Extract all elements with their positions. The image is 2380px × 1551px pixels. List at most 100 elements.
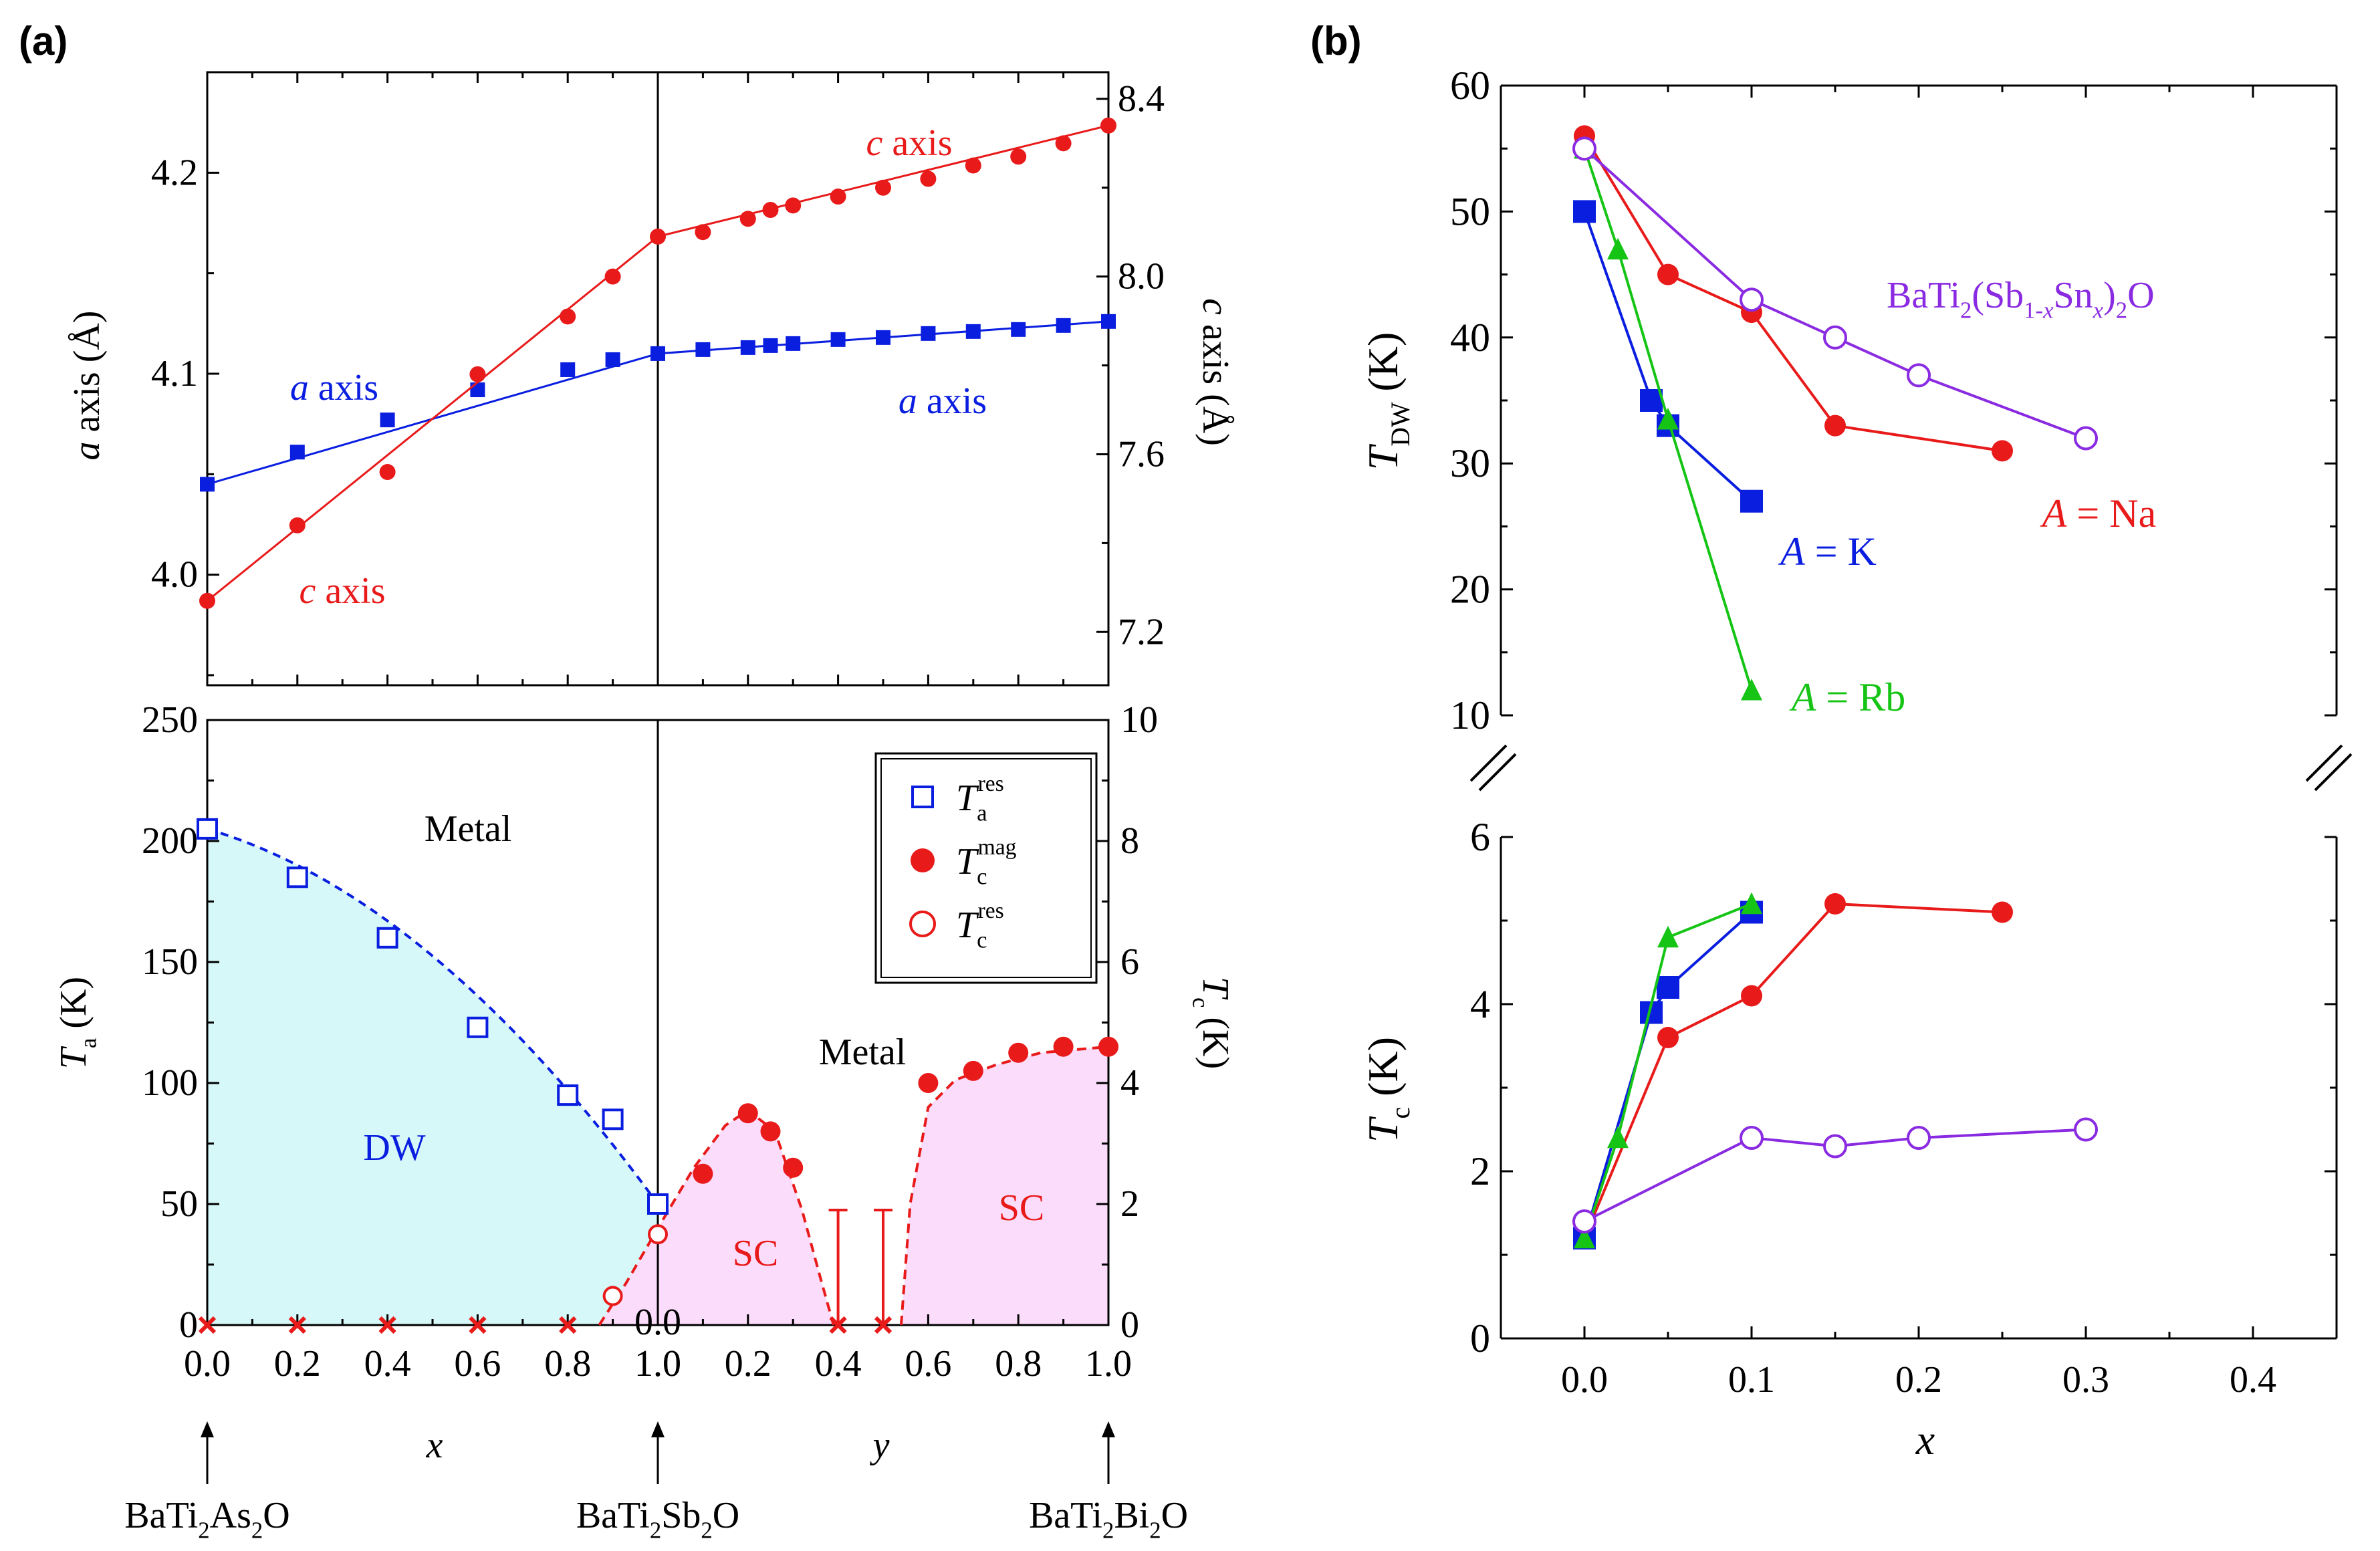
compound-label-part-2: As: [210, 1495, 251, 1536]
tdw-point-filled-circle: [1657, 263, 1679, 285]
tdw-point-filled-circle: [1824, 414, 1846, 437]
legend-label-part-1: c: [977, 864, 987, 890]
tdw-y-tick-label: 50: [1450, 189, 1490, 233]
label-rb-part-1: = Rb: [1816, 675, 1905, 719]
region-sc-right: SC: [999, 1187, 1045, 1229]
x-tick-label-x: 0.0: [184, 1343, 231, 1385]
lattice-left-tick-label: 4.0: [151, 554, 198, 596]
phase-right-axis-label-part-2: (K): [1195, 1007, 1236, 1069]
x-tick-label-x: 0.8: [544, 1343, 591, 1385]
phase-right-axis-label: Tc (K): [1187, 977, 1236, 1069]
lattice-c-point: [785, 197, 802, 214]
compound-label-part-3: 2: [701, 1518, 712, 1544]
legend-label: Tc res: [956, 899, 1004, 953]
phase-left-tick-label: 150: [142, 941, 198, 983]
label-rb: A = Rb: [1789, 675, 1906, 719]
x-tick-label-x: 0.6: [454, 1343, 501, 1385]
label-sn-series-part-8: 2: [2116, 297, 2127, 324]
lattice-right-axis-label: c axis (Å): [1195, 298, 1236, 446]
lattice-c-point: [469, 366, 486, 382]
legend-label: Ta res: [956, 771, 1004, 826]
tc-x-tick-label: 0.2: [1895, 1359, 1942, 1401]
tc-res-point: [602, 1286, 623, 1306]
no-sc-cross: [559, 1316, 577, 1334]
label-sn-series-part-5: Sn: [2054, 275, 2093, 316]
lattice-a-point: [830, 332, 846, 347]
tdw-point-filled-triangle: [1741, 679, 1762, 701]
x-tick-label-y: 0.6: [905, 1343, 951, 1385]
legend-marker: [909, 911, 936, 937]
lattice-a-point: [650, 346, 665, 361]
legend-label-part-0: T: [956, 778, 979, 819]
lattice-c-point: [920, 170, 937, 187]
x-tick-label-y: 0.2: [725, 1343, 771, 1385]
lattice-c-point: [1055, 135, 1072, 152]
tc-y-tick-label: 6: [1470, 815, 1490, 859]
legend-label-part-0: T: [956, 841, 979, 882]
tc-point-filled-triangle: [1657, 925, 1679, 948]
compound-arrow-head: [201, 1421, 214, 1437]
tc-y-axis-label-part-0: T: [1359, 1116, 1407, 1143]
label-c-axis-top: c axis: [866, 122, 952, 164]
label-sn-series-part-0: BaTi: [1887, 275, 1960, 316]
lattice-c-point: [1100, 117, 1116, 134]
ta-res-point: [197, 818, 218, 840]
compound-label-part-4: O: [1161, 1495, 1188, 1536]
lattice-a-point: [876, 330, 890, 345]
label-na-part-0: A: [2040, 491, 2067, 535]
lattice-a-point: [560, 362, 576, 377]
panel-label-a: (a): [19, 19, 68, 64]
phase-right-axis-label-part-1: c: [1187, 997, 1213, 1007]
lattice-c-fit-0: [207, 235, 659, 602]
ta-res-point: [467, 1016, 489, 1038]
tc-mag-point: [783, 1157, 804, 1178]
lattice-right-tick-label: 8.4: [1118, 78, 1165, 120]
tc-mag-point: [963, 1060, 983, 1081]
tdw-point-open-circle: [2074, 426, 2098, 451]
lattice-a-point: [1011, 322, 1026, 337]
lattice-left-axis-label-part-0: a: [66, 441, 108, 460]
tc-x-tick-label: 0.0: [1561, 1359, 1608, 1401]
tc-series-line-2: [1583, 903, 1752, 1239]
tc-point-open-circle: [1740, 1126, 1764, 1150]
lattice-right-tick-label: 8.0: [1118, 256, 1165, 297]
compound-label-part-3: 2: [1149, 1518, 1161, 1544]
no-sc-cross: [829, 1316, 847, 1334]
lattice-a-point: [289, 445, 305, 460]
label-a-axis-left-part-0: a: [290, 367, 309, 408]
lattice-c-point: [379, 464, 396, 481]
label-k: A = K: [1778, 529, 1877, 574]
label-c-axis-bottom: c axis: [299, 570, 385, 612]
no-sc-cross-stroke-2: [829, 1316, 847, 1334]
no-sc-cross-stroke-2: [288, 1316, 306, 1334]
tc-point-filled-circle: [1992, 901, 2013, 923]
lattice-a-point: [470, 382, 485, 398]
label-a-axis-right-part-0: a: [899, 380, 917, 422]
lattice-c-point: [875, 179, 891, 196]
compound-label: BaTi2Sb2O: [576, 1495, 739, 1544]
legend-label-part-0: T: [956, 905, 979, 946]
phase-left-axis-label-part-0: T: [53, 1046, 94, 1069]
tdw-y-axis-label-part-2: (K): [1359, 332, 1407, 402]
tc-mag-point: [1098, 1036, 1118, 1057]
lattice-a-point: [695, 342, 711, 357]
tc-series-line-0: [1583, 902, 2003, 1239]
no-sc-cross: [469, 1316, 487, 1334]
phase-right-tick-label: 4: [1120, 1062, 1139, 1104]
lattice-c-point: [739, 211, 756, 227]
tc-point-filled-square: [1657, 976, 1679, 999]
tdw-point-filled-circle: [1992, 440, 2013, 462]
lattice-c-point: [695, 224, 711, 241]
tdw-series-line-1: [1583, 211, 1753, 503]
x-tick-label-x: 1.0: [634, 1343, 681, 1385]
label-sn-series: BaTi2(Sb1-xSnx)2O: [1887, 275, 2155, 324]
x-tick-label-x-one: 1.0: [634, 1343, 681, 1385]
tdw-point-open-circle: [1572, 136, 1596, 161]
x-tick-label-y: 0.4: [815, 1343, 862, 1385]
compound-label-part-4: O: [263, 1495, 289, 1536]
lattice-a-point: [605, 352, 620, 367]
compound-arrow-head: [1102, 1421, 1115, 1437]
x-tick-label-y-zero: 0.0: [634, 1302, 681, 1343]
tdw-y-tick-label: 20: [1450, 568, 1490, 612]
lattice-right-tick-label: 7.2: [1118, 611, 1165, 652]
